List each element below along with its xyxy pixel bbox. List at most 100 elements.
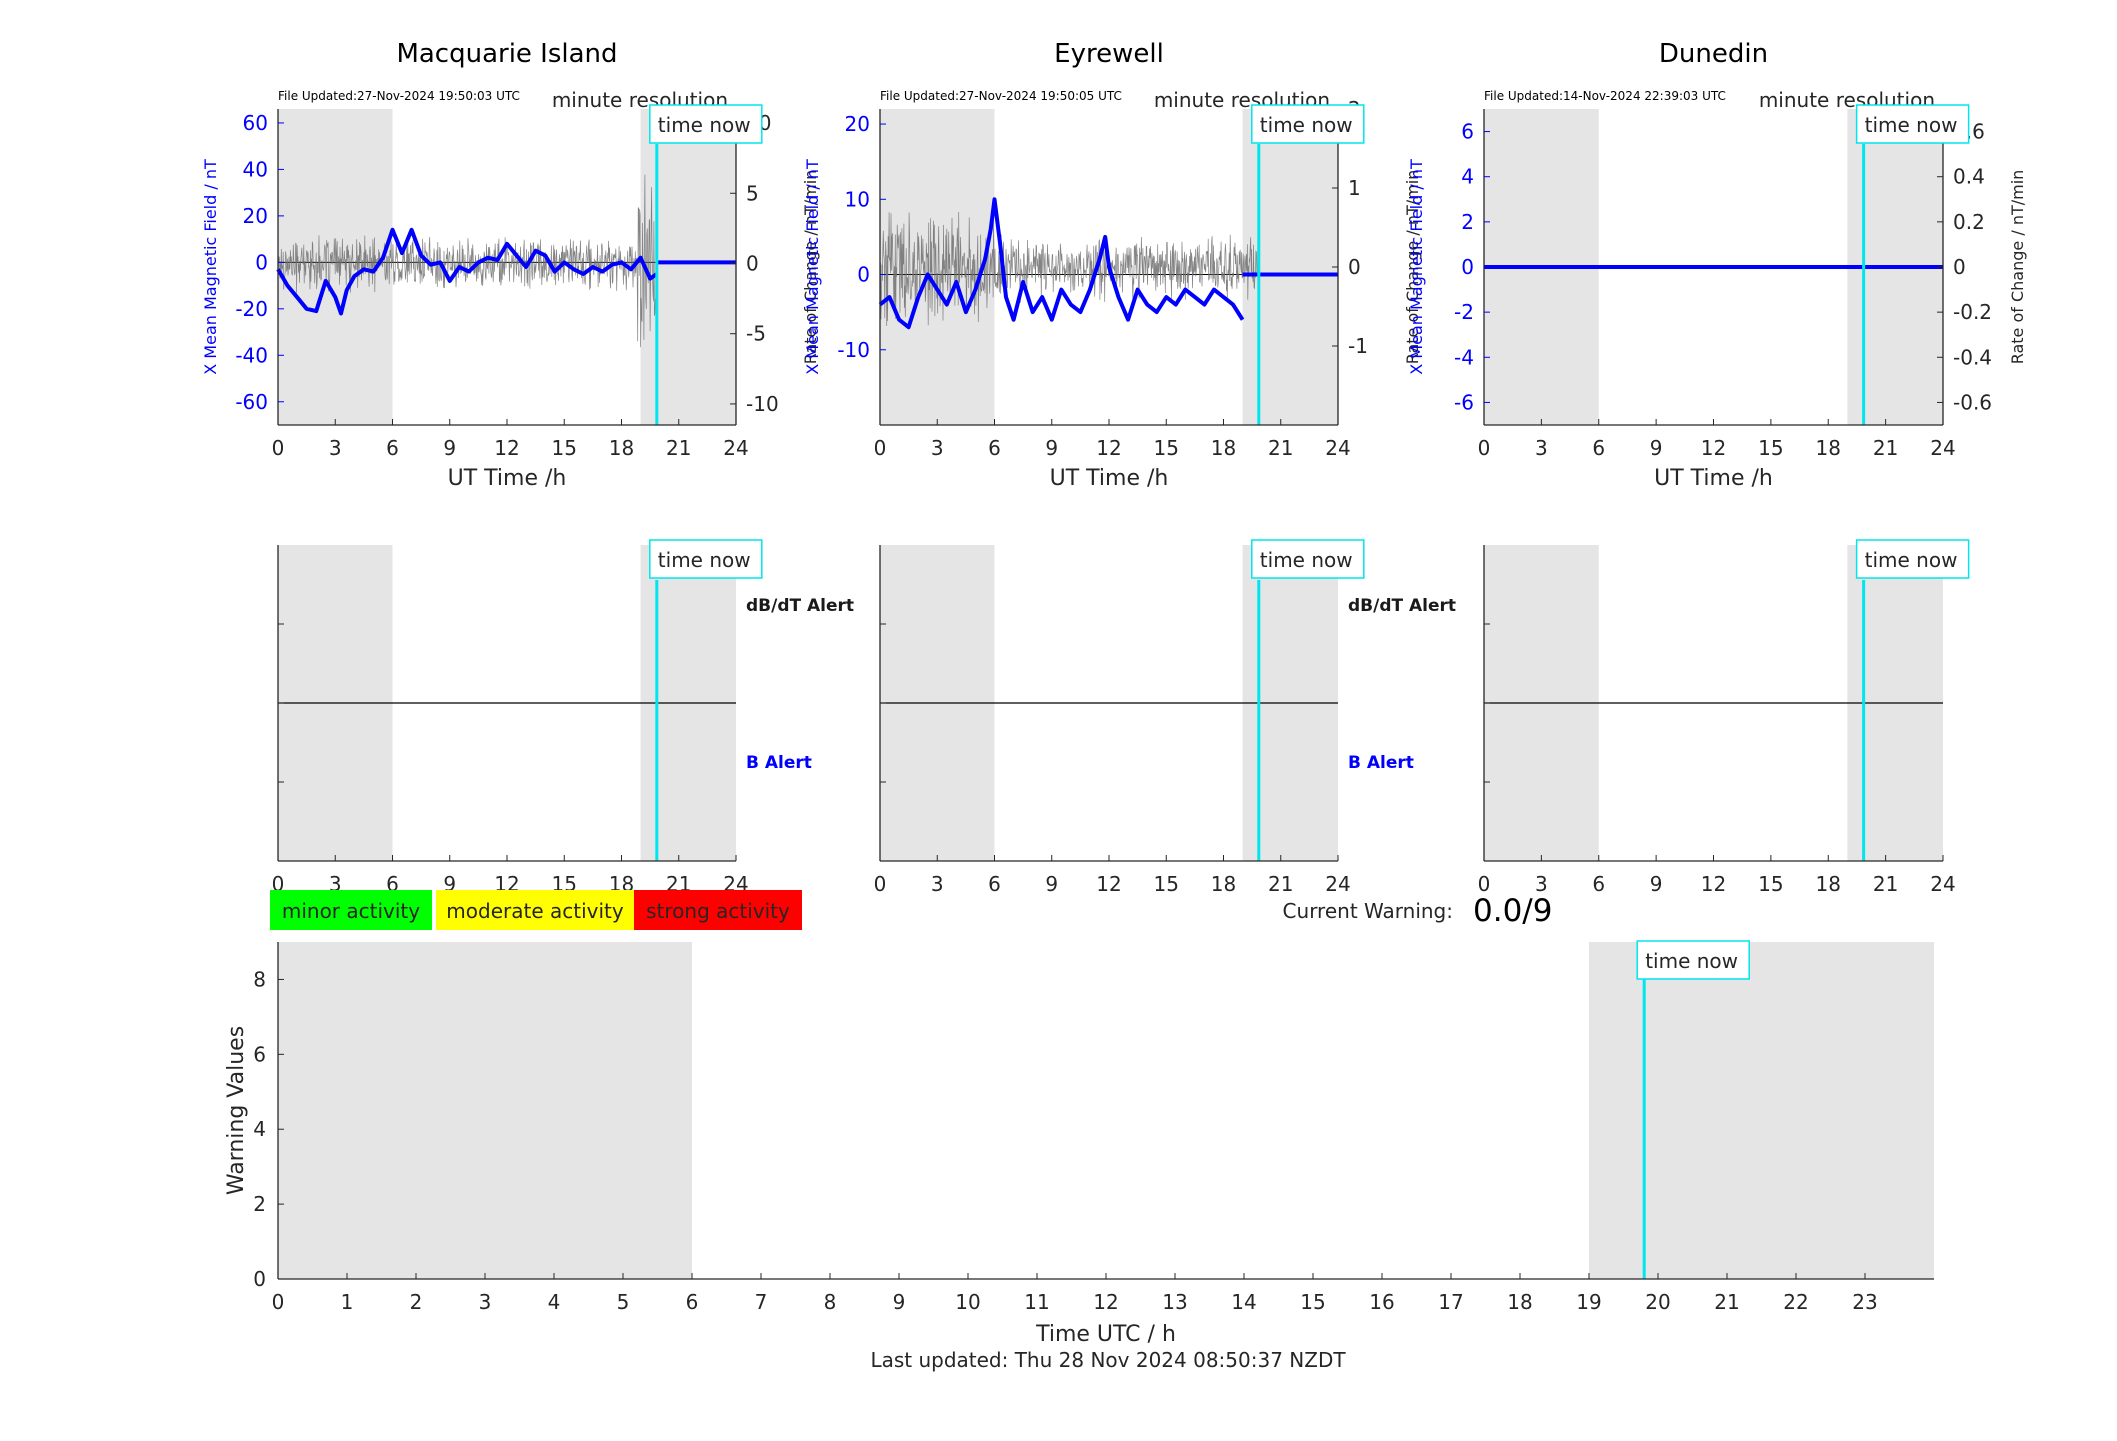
magnetic-field-series bbox=[878, 197, 1245, 330]
y-right-tick-label: 0 bbox=[1348, 255, 1361, 279]
y-left-tick-label: 0 bbox=[1461, 255, 1474, 279]
x-axis-title: UT Time /h bbox=[1654, 466, 1773, 491]
x-tick-label: 15 bbox=[1154, 872, 1179, 896]
y-right-tick-label: 0.4 bbox=[1953, 165, 1985, 189]
x-tick-label: 6 bbox=[1592, 436, 1605, 460]
x-tick-label: 12 bbox=[1701, 872, 1726, 896]
current-warning-label: Current Warning: bbox=[1283, 899, 1453, 923]
time-now-tag-label: time now bbox=[658, 113, 751, 137]
time-now-tag-box bbox=[649, 539, 763, 579]
mag-panel-1: 03691215182124-1001020-1012EyrewellFile … bbox=[803, 39, 1422, 491]
x-tick-label: 17 bbox=[1438, 1290, 1463, 1314]
legend-strong-swatch bbox=[634, 890, 802, 930]
x-tick-label: 21 bbox=[666, 436, 691, 460]
x-tick-label: 18 bbox=[609, 436, 634, 460]
panel-title: Eyrewell bbox=[1054, 39, 1164, 69]
y-left-tick-label: -60 bbox=[235, 390, 268, 414]
x-tick-label: 3 bbox=[931, 436, 944, 460]
alert-panel-2: 0 3 6 9 12 15 18 21 24 bbox=[1478, 545, 1956, 896]
time-now-tag-label: time now bbox=[1865, 548, 1958, 572]
x-tick-label: 15 bbox=[552, 436, 577, 460]
x-tick-label: 16 bbox=[1369, 1290, 1394, 1314]
x-tick-label: 7 bbox=[755, 1290, 768, 1314]
x-tick-label: 15 bbox=[1758, 436, 1783, 460]
x-tick-label: 20 bbox=[1645, 1290, 1670, 1314]
x-tick-label: 18 bbox=[1211, 872, 1236, 896]
x-tick-label: 9 bbox=[1045, 436, 1058, 460]
x-tick-label: 9 bbox=[1650, 436, 1663, 460]
x-tick-label: 11 bbox=[1024, 1290, 1049, 1314]
legend-minor-swatch bbox=[270, 890, 432, 930]
time-now-tag-box bbox=[1251, 104, 1365, 144]
x-tick-label: 2 bbox=[410, 1290, 423, 1314]
y-left-tick-label: 0 bbox=[255, 250, 268, 274]
legend-moderate-label: moderate activity bbox=[446, 899, 624, 923]
time-now-tag-box bbox=[1855, 539, 1970, 579]
x-tick-label: 21 bbox=[1873, 436, 1898, 460]
x-tick-label: 1 bbox=[341, 1290, 354, 1314]
y-left-tick-label: 6 bbox=[1461, 120, 1474, 144]
y-tick-label: 2 bbox=[253, 1192, 266, 1216]
x-tick-label: 9 bbox=[893, 1290, 906, 1314]
night-shading bbox=[278, 942, 692, 1279]
magnetic-field-series bbox=[276, 227, 658, 316]
x-tick-label: 0 bbox=[272, 436, 285, 460]
x-tick-label: 6 bbox=[988, 872, 1001, 896]
x-tick-label: 18 bbox=[1816, 872, 1841, 896]
x-tick-label: 4 bbox=[548, 1290, 561, 1314]
night-shading bbox=[1589, 942, 1934, 1279]
x-tick-label: 21 bbox=[1268, 872, 1293, 896]
x-tick-label: 12 bbox=[1701, 436, 1726, 460]
x-tick-label: 15 bbox=[1154, 436, 1179, 460]
y-left-tick-label: -6 bbox=[1454, 390, 1474, 414]
time-now-tag-label: time now bbox=[1260, 113, 1353, 137]
x-tick-label: 0 bbox=[1478, 436, 1491, 460]
y-left-tick-label: 10 bbox=[845, 187, 870, 211]
y-right-tick-label: -5 bbox=[746, 322, 766, 346]
x-tick-label: 15 bbox=[1300, 1290, 1325, 1314]
x-axis-title: UT Time /h bbox=[448, 466, 567, 491]
x-tick-label: 21 bbox=[1268, 436, 1293, 460]
x-tick-label: 5 bbox=[617, 1290, 630, 1314]
y-left-tick-label: 40 bbox=[243, 157, 268, 181]
x-tick-label: 3 bbox=[329, 436, 342, 460]
y-left-tick-label: -2 bbox=[1454, 300, 1474, 324]
x-tick-label: 18 bbox=[1816, 436, 1841, 460]
x-tick-label: 15 bbox=[1758, 872, 1783, 896]
b-alert-label: B Alert bbox=[746, 753, 812, 773]
x-axis-title: UT Time /h bbox=[1050, 466, 1169, 491]
y-axis-right-title: Rate of Change / nT/min bbox=[2008, 170, 2027, 365]
y-left-tick-label: 20 bbox=[243, 204, 268, 228]
x-tick-label: 12 bbox=[1096, 436, 1121, 460]
x-tick-label: 9 bbox=[1650, 872, 1663, 896]
night-shading bbox=[640, 109, 736, 425]
time-now-tag-box bbox=[1855, 104, 1970, 144]
x-tick-label: 22 bbox=[1783, 1290, 1808, 1314]
y-axis-left-title: X Mean Magnetic Field / nT bbox=[803, 159, 822, 375]
time-now-tag-label: time now bbox=[658, 548, 751, 572]
y-right-tick-label: 0 bbox=[746, 251, 759, 275]
x-tick-label: 6 bbox=[988, 436, 1001, 460]
y-right-tick-label: -0.6 bbox=[1953, 390, 1992, 414]
time-now-tag-label: time now bbox=[1865, 113, 1958, 137]
x-tick-label: 24 bbox=[723, 436, 748, 460]
x-tick-label: 8 bbox=[824, 1290, 837, 1314]
x-tick-label: 3 bbox=[479, 1290, 492, 1314]
last-updated-text: Last updated: Thu 28 Nov 2024 08:50:37 N… bbox=[870, 1348, 1346, 1372]
x-tick-label: 0 bbox=[874, 436, 887, 460]
y-left-tick-label: -20 bbox=[235, 297, 268, 321]
x-tick-label: 23 bbox=[1852, 1290, 1877, 1314]
current-warning-value: 0.0/9 bbox=[1473, 893, 1552, 929]
x-tick-label: 0 bbox=[1478, 872, 1491, 896]
legend-strong-label: strong activity bbox=[646, 899, 790, 923]
y-tick-label: 0 bbox=[253, 1267, 266, 1291]
file-updated-text: File Updated:14-Nov-2024 22:39:03 UTC bbox=[1484, 89, 1726, 103]
y-axis-left-title: X Mean Magnetic Field / nT bbox=[201, 159, 220, 375]
y-axis-right-title: Rate of Change / nT/min bbox=[1403, 170, 1422, 365]
x-tick-label: 24 bbox=[1325, 872, 1350, 896]
time-now-tag-box bbox=[1251, 539, 1365, 579]
x-tick-label: 3 bbox=[1535, 872, 1548, 896]
